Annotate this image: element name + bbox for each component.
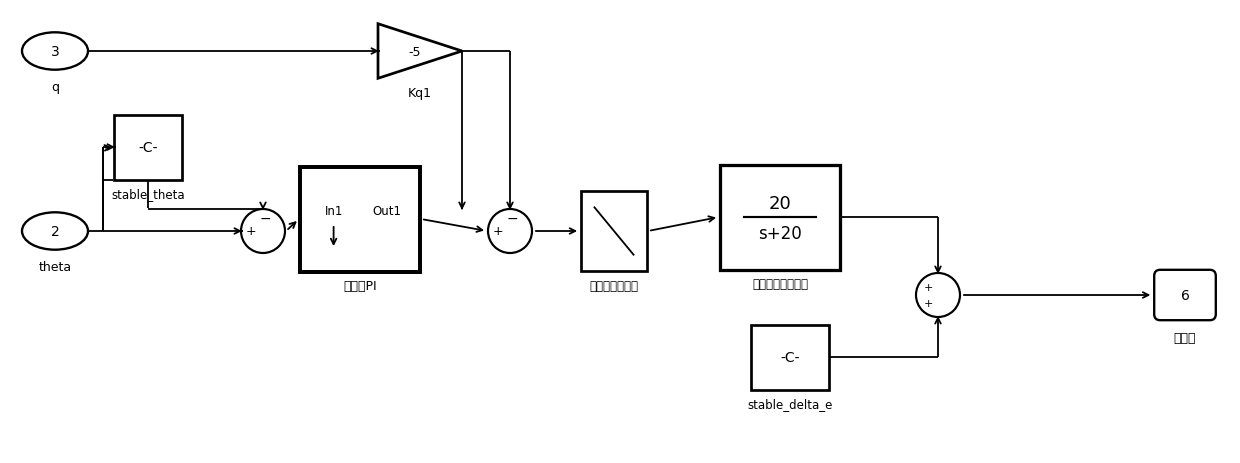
Text: 3: 3 xyxy=(51,45,60,59)
Text: −: − xyxy=(259,211,272,225)
Text: 2: 2 xyxy=(51,225,60,238)
Text: theta: theta xyxy=(38,260,72,273)
Text: 升降舶: 升降舶 xyxy=(1174,332,1197,344)
Text: Out1: Out1 xyxy=(372,205,401,218)
Text: -5: -5 xyxy=(409,45,422,58)
Text: +: + xyxy=(924,282,932,292)
Text: 升降舶输出限幅: 升降舶输出限幅 xyxy=(589,279,639,292)
Text: s+20: s+20 xyxy=(758,225,802,243)
Bar xyxy=(582,192,647,271)
Text: +: + xyxy=(492,225,503,238)
Text: Kq1: Kq1 xyxy=(408,87,432,100)
Text: 俰仰角舶回路反馈: 俰仰角舶回路反馈 xyxy=(751,278,808,291)
Text: 20: 20 xyxy=(769,194,791,213)
Text: stable_delta_e: stable_delta_e xyxy=(748,398,833,411)
Text: 俰仰角PI: 俰仰角PI xyxy=(343,280,377,293)
Bar xyxy=(300,167,420,272)
Text: -C-: -C- xyxy=(780,350,800,364)
Text: In1: In1 xyxy=(325,205,342,218)
Text: q: q xyxy=(51,81,60,94)
Text: 6: 6 xyxy=(1180,288,1189,302)
Bar xyxy=(751,325,830,390)
Bar xyxy=(114,115,182,180)
Text: −: − xyxy=(506,211,518,225)
Text: -C-: -C- xyxy=(138,141,157,155)
Text: +: + xyxy=(924,299,932,309)
Bar xyxy=(720,165,839,270)
Text: stable_theta: stable_theta xyxy=(112,188,185,201)
Text: +: + xyxy=(246,225,257,238)
